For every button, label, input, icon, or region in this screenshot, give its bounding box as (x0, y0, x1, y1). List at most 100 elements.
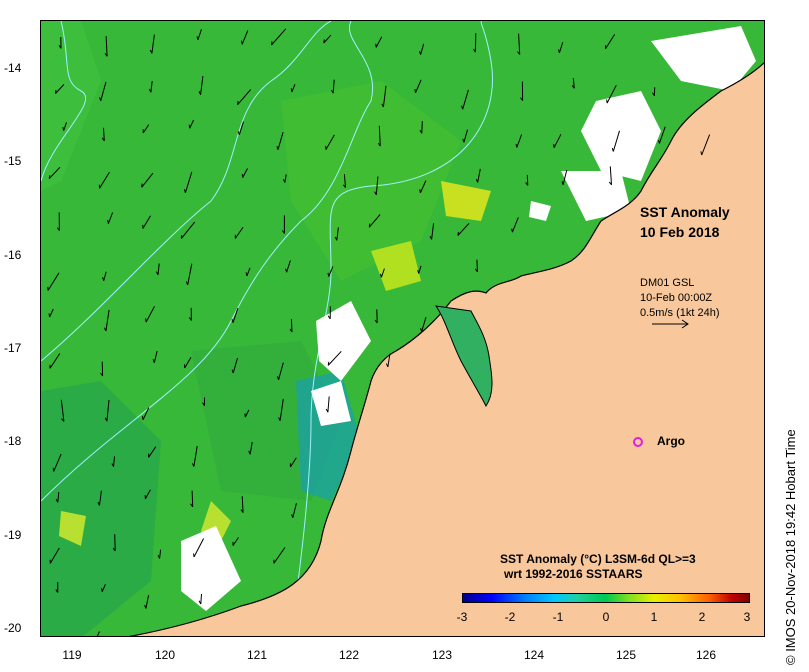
current-vector (232, 307, 239, 323)
current-vector-head (103, 327, 107, 332)
lat-tick-label: -19 (4, 528, 22, 542)
current-vector-head (240, 509, 244, 513)
current-vector (148, 446, 157, 458)
current-vector (237, 89, 252, 106)
current-vector-head (149, 49, 153, 54)
australia-land (128, 62, 764, 636)
current-vector (142, 407, 150, 421)
current-vector-head (62, 126, 65, 131)
current-vector (431, 223, 435, 240)
current-vector (145, 595, 150, 609)
current-vector-head (420, 327, 423, 332)
colorbar-title: SST Anomaly (°C) L3SM-6d QL>=3 wrt 1992-… (500, 552, 696, 582)
current-vector (106, 399, 110, 422)
current-vector-head (241, 40, 243, 45)
lat-tick-label: -20 (4, 621, 22, 635)
current-vector (387, 353, 391, 367)
current-vector-head (100, 372, 104, 377)
colorbar-tick: 1 (650, 610, 658, 624)
current-vector (244, 409, 250, 418)
copyright-caption: © IMOS 20-Nov-2018 19:42 Hobart Time (783, 429, 798, 665)
current-vector (701, 134, 711, 156)
colorbar (462, 593, 750, 603)
lon-tick-label: 120 (154, 648, 176, 662)
lon-tick-label: 122 (338, 648, 360, 662)
current-vector-head (374, 191, 377, 196)
colorbar-tick: 3 (743, 610, 751, 624)
current-vector-head (368, 223, 371, 228)
current-vector (63, 122, 67, 131)
current-vector (157, 263, 160, 275)
current-vector-head (183, 189, 186, 193)
sst-anomaly-map[interactable] (40, 20, 765, 637)
scale-arrow-icon (652, 319, 689, 329)
current-vector-head (419, 189, 421, 193)
argo-float-icon[interactable] (633, 437, 643, 447)
current-vector (238, 121, 244, 136)
current-vector-head (289, 328, 293, 333)
lon-tick-label: 121 (246, 648, 268, 662)
cloud-mask (181, 26, 756, 611)
current-vector (375, 36, 383, 48)
current-vector (658, 126, 666, 144)
current-vector (200, 76, 204, 95)
current-vector-head (97, 501, 100, 506)
current-vector-head (202, 402, 205, 406)
current-vector (291, 84, 296, 93)
current-vector (273, 547, 286, 564)
current-vector (325, 134, 335, 150)
current-vector (242, 168, 248, 178)
current-vector-head (525, 182, 529, 186)
current-vector (516, 134, 523, 148)
current-vector-head (330, 89, 334, 94)
current-vector-head (327, 361, 330, 366)
lon-tick-label: 123 (431, 648, 453, 662)
current-vector-head (611, 147, 614, 152)
current-vector-head (417, 269, 420, 274)
current-vector-head (101, 137, 105, 142)
current-vector (606, 84, 617, 104)
lat-tick-label: -16 (4, 248, 22, 262)
current-vector (193, 445, 198, 467)
current-vector (421, 121, 423, 134)
lat-tick-label: -14 (4, 61, 22, 75)
colorbar-tick: -2 (504, 610, 516, 624)
current-vector-head (462, 138, 465, 143)
current-vector (105, 309, 110, 332)
current-vector-head (191, 463, 195, 467)
current-vector-head (652, 92, 655, 97)
lat-tick-label: -15 (4, 154, 22, 168)
current-vector-head (237, 100, 239, 105)
current-vector-head (334, 236, 338, 241)
current-vector (421, 316, 427, 332)
current-vector-head (414, 89, 416, 93)
current-vector (241, 30, 249, 45)
current-vector (184, 356, 192, 369)
current-vector (463, 129, 468, 143)
current-vector-head (155, 271, 159, 276)
current-vector (328, 266, 334, 277)
current-vectors (47, 28, 711, 636)
current-vector-head (148, 88, 152, 93)
current-vector (375, 176, 379, 195)
current-vector (278, 362, 284, 380)
current-vector (49, 353, 61, 369)
current-vector (558, 41, 564, 54)
current-vector (612, 130, 620, 152)
lon-tick-label: 126 (695, 648, 717, 662)
current-vector (327, 396, 330, 413)
current-vector (271, 28, 287, 46)
current-vector-head (157, 554, 161, 559)
current-vector-head (278, 417, 281, 421)
current-vector-head (54, 89, 57, 94)
current-vector-head (381, 103, 384, 108)
current-vector (114, 534, 116, 552)
current-vector-head (198, 91, 202, 95)
current-vector (343, 174, 346, 188)
current-vector (553, 134, 562, 148)
current-vector (189, 119, 195, 129)
current-vector (53, 453, 62, 472)
current-vector (572, 78, 575, 89)
current-vector-head (185, 281, 189, 286)
colorbar-tick: 2 (698, 610, 706, 624)
